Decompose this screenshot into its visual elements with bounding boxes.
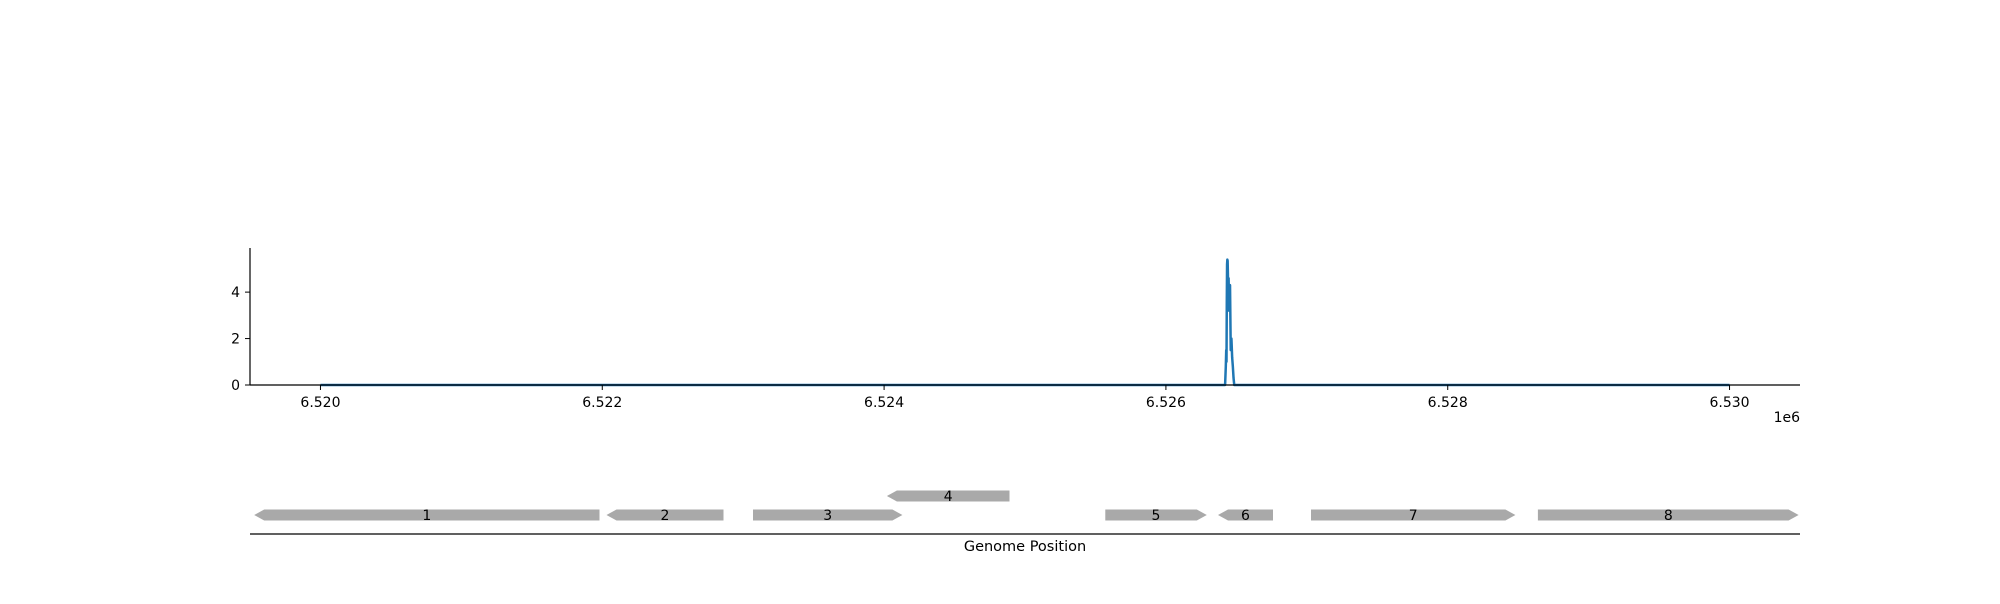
gene-label-1: 1 (422, 508, 431, 524)
y-tick-label: 0 (231, 378, 240, 394)
genome-position-label: Genome Position (964, 539, 1086, 555)
gene-arrow-1 (254, 509, 600, 521)
gene-label-5: 5 (1152, 508, 1161, 524)
gene-label-8: 8 (1664, 508, 1673, 524)
gene-label-7: 7 (1409, 508, 1418, 524)
coverage-plot: 0 2 4 6.520 6.522 6.524 6.526 6.528 6.530 1e6 (231, 248, 1800, 426)
gene-arrow-2 (606, 509, 724, 521)
coverage-series-layer (320, 258, 1730, 387)
gene-arrow-4 (886, 490, 1010, 502)
x-offset-label: 1e6 (1774, 410, 1801, 426)
gene-label-2: 2 (661, 508, 670, 524)
gene-layer: 1 2 3 4 5 6 7 8 (254, 489, 1799, 524)
x-tick-label: 6.520 (300, 395, 340, 411)
coverage-axes: 0 2 4 6.520 6.522 6.524 6.526 6.528 6.530 (231, 248, 1800, 411)
gene-label-3: 3 (823, 508, 832, 524)
gene-arrow-5 (1105, 509, 1207, 521)
gene-track: 1 2 3 4 5 6 7 8 Genome Position (250, 489, 1800, 555)
x-tick-label: 6.530 (1709, 395, 1749, 411)
gene-arrow-3 (753, 509, 903, 521)
coverage-line-0 (320, 258, 1730, 387)
y-tick-label: 2 (231, 332, 240, 348)
x-tick-label: 6.528 (1428, 395, 1468, 411)
y-tick-label: 4 (231, 285, 240, 301)
x-tick-label: 6.522 (582, 395, 622, 411)
gene-label-4: 4 (944, 489, 953, 505)
gene-arrow-6 (1218, 509, 1273, 521)
x-tick-label: 6.526 (1146, 395, 1186, 411)
gene-arrow-8 (1537, 509, 1799, 521)
gene-arrow-7 (1311, 509, 1516, 521)
x-tick-label: 6.524 (864, 395, 904, 411)
gene-label-6: 6 (1241, 508, 1250, 524)
